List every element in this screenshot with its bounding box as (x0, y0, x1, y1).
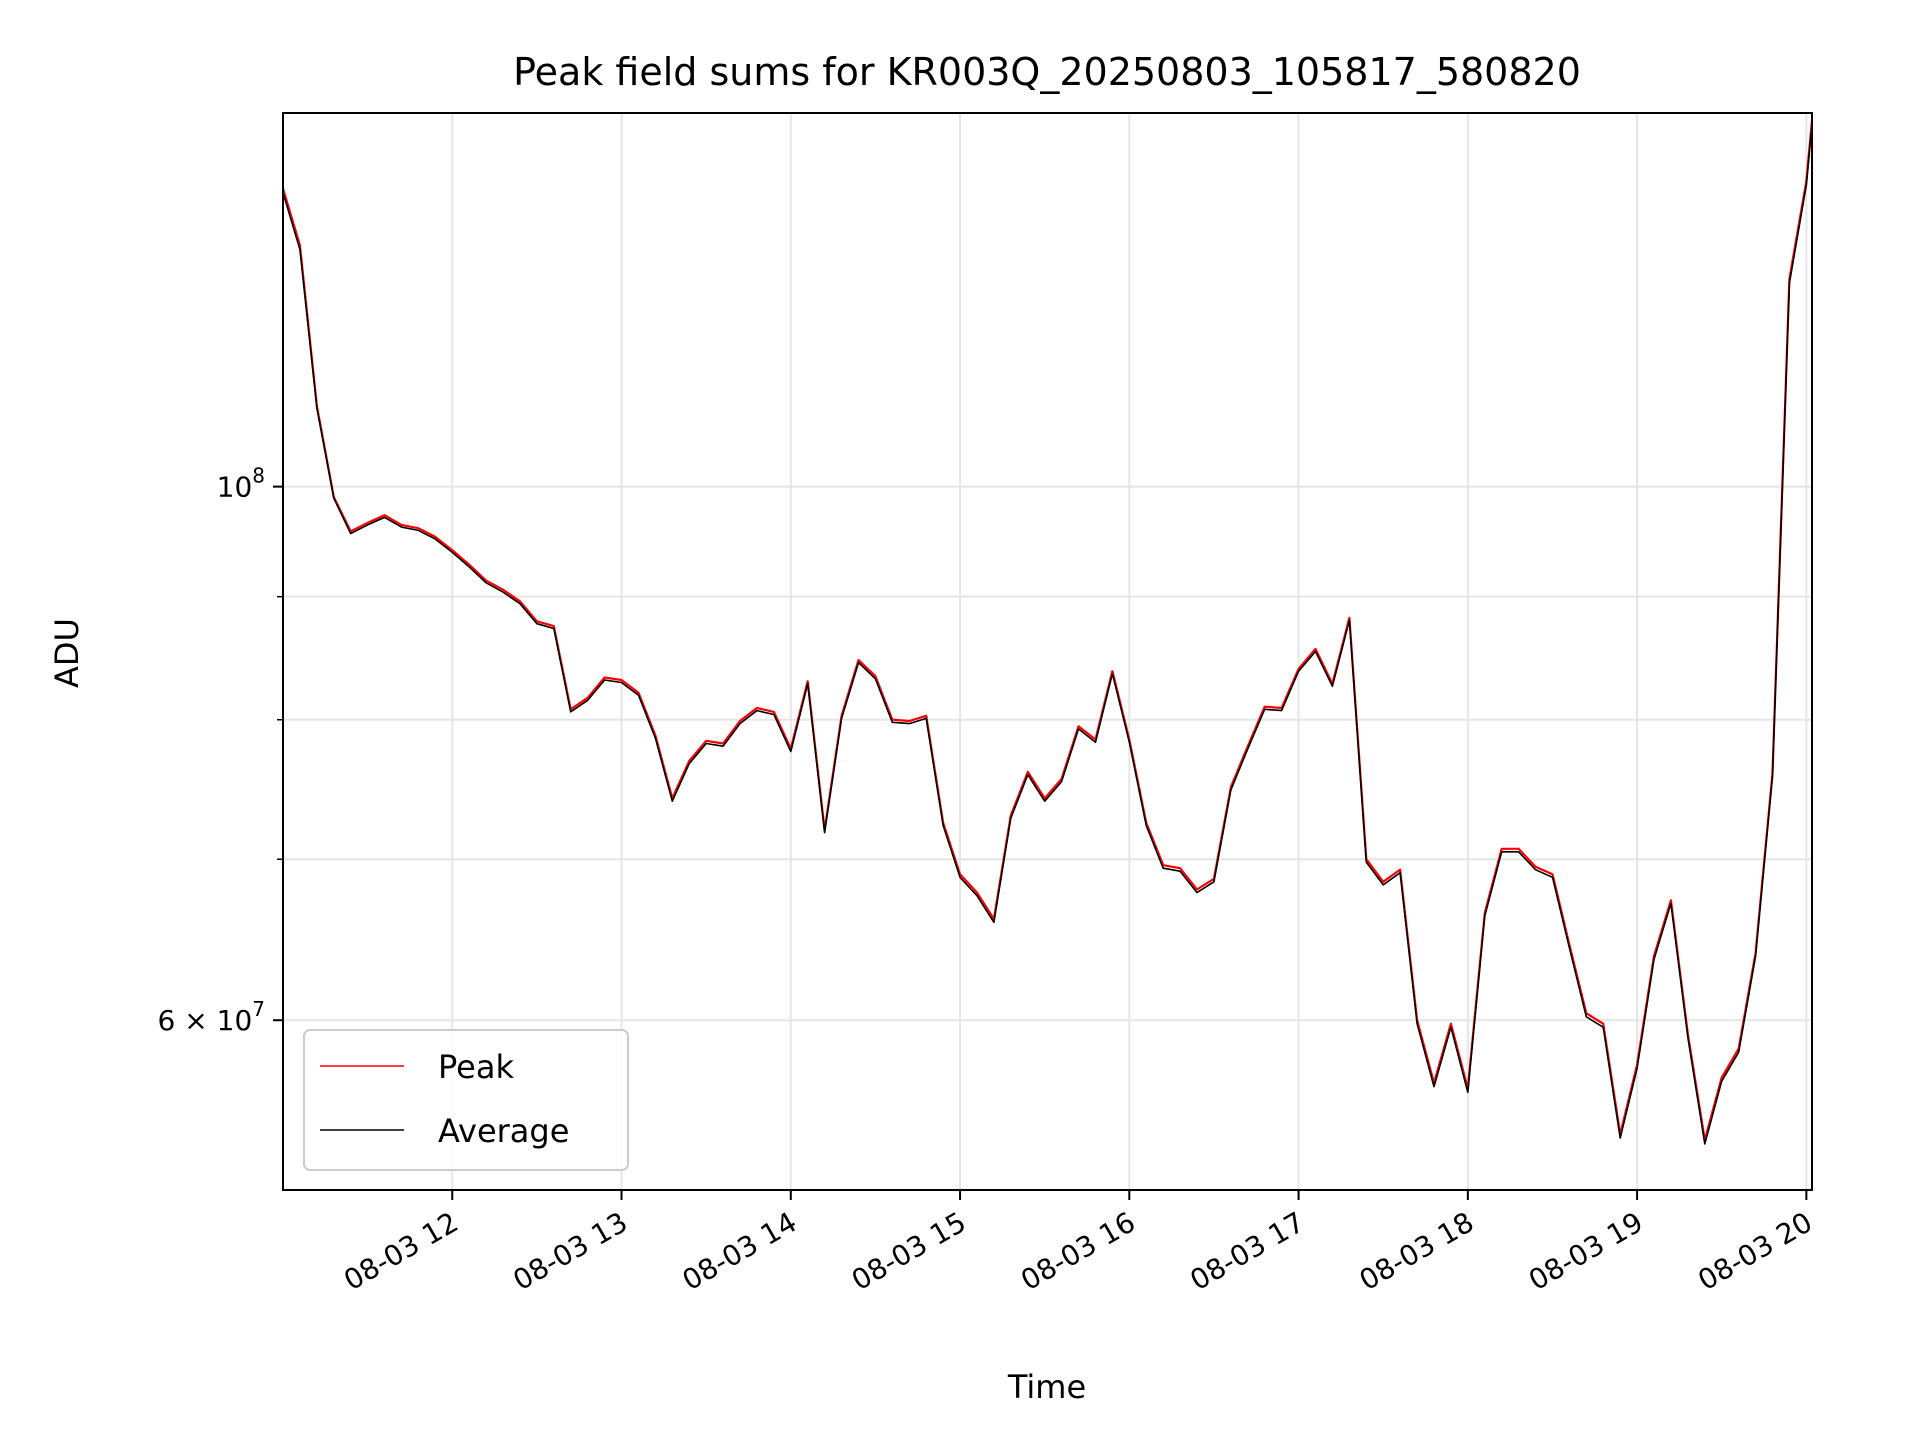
legend-box (303, 1029, 629, 1171)
y-axis: 108 6 × 107 (158, 464, 283, 1037)
y-tick-label: 108 (217, 464, 265, 504)
y-axis-label: ADU (48, 618, 86, 688)
y-tick-label: 6 × 107 (158, 997, 265, 1037)
legend-label-peak: Peak (438, 1048, 514, 1086)
series-lines (281, 120, 1814, 1145)
chart-title: Peak field sums for KR003Q_20250803_1058… (513, 50, 1581, 94)
legend: Peak Average (303, 1029, 629, 1171)
plot-frame (282, 112, 1813, 1191)
series-line-average (282, 123, 1813, 1145)
legend-label-average: Average (438, 1112, 569, 1150)
x-axis-label: Time (1007, 1368, 1086, 1406)
grid (283, 113, 1812, 1190)
